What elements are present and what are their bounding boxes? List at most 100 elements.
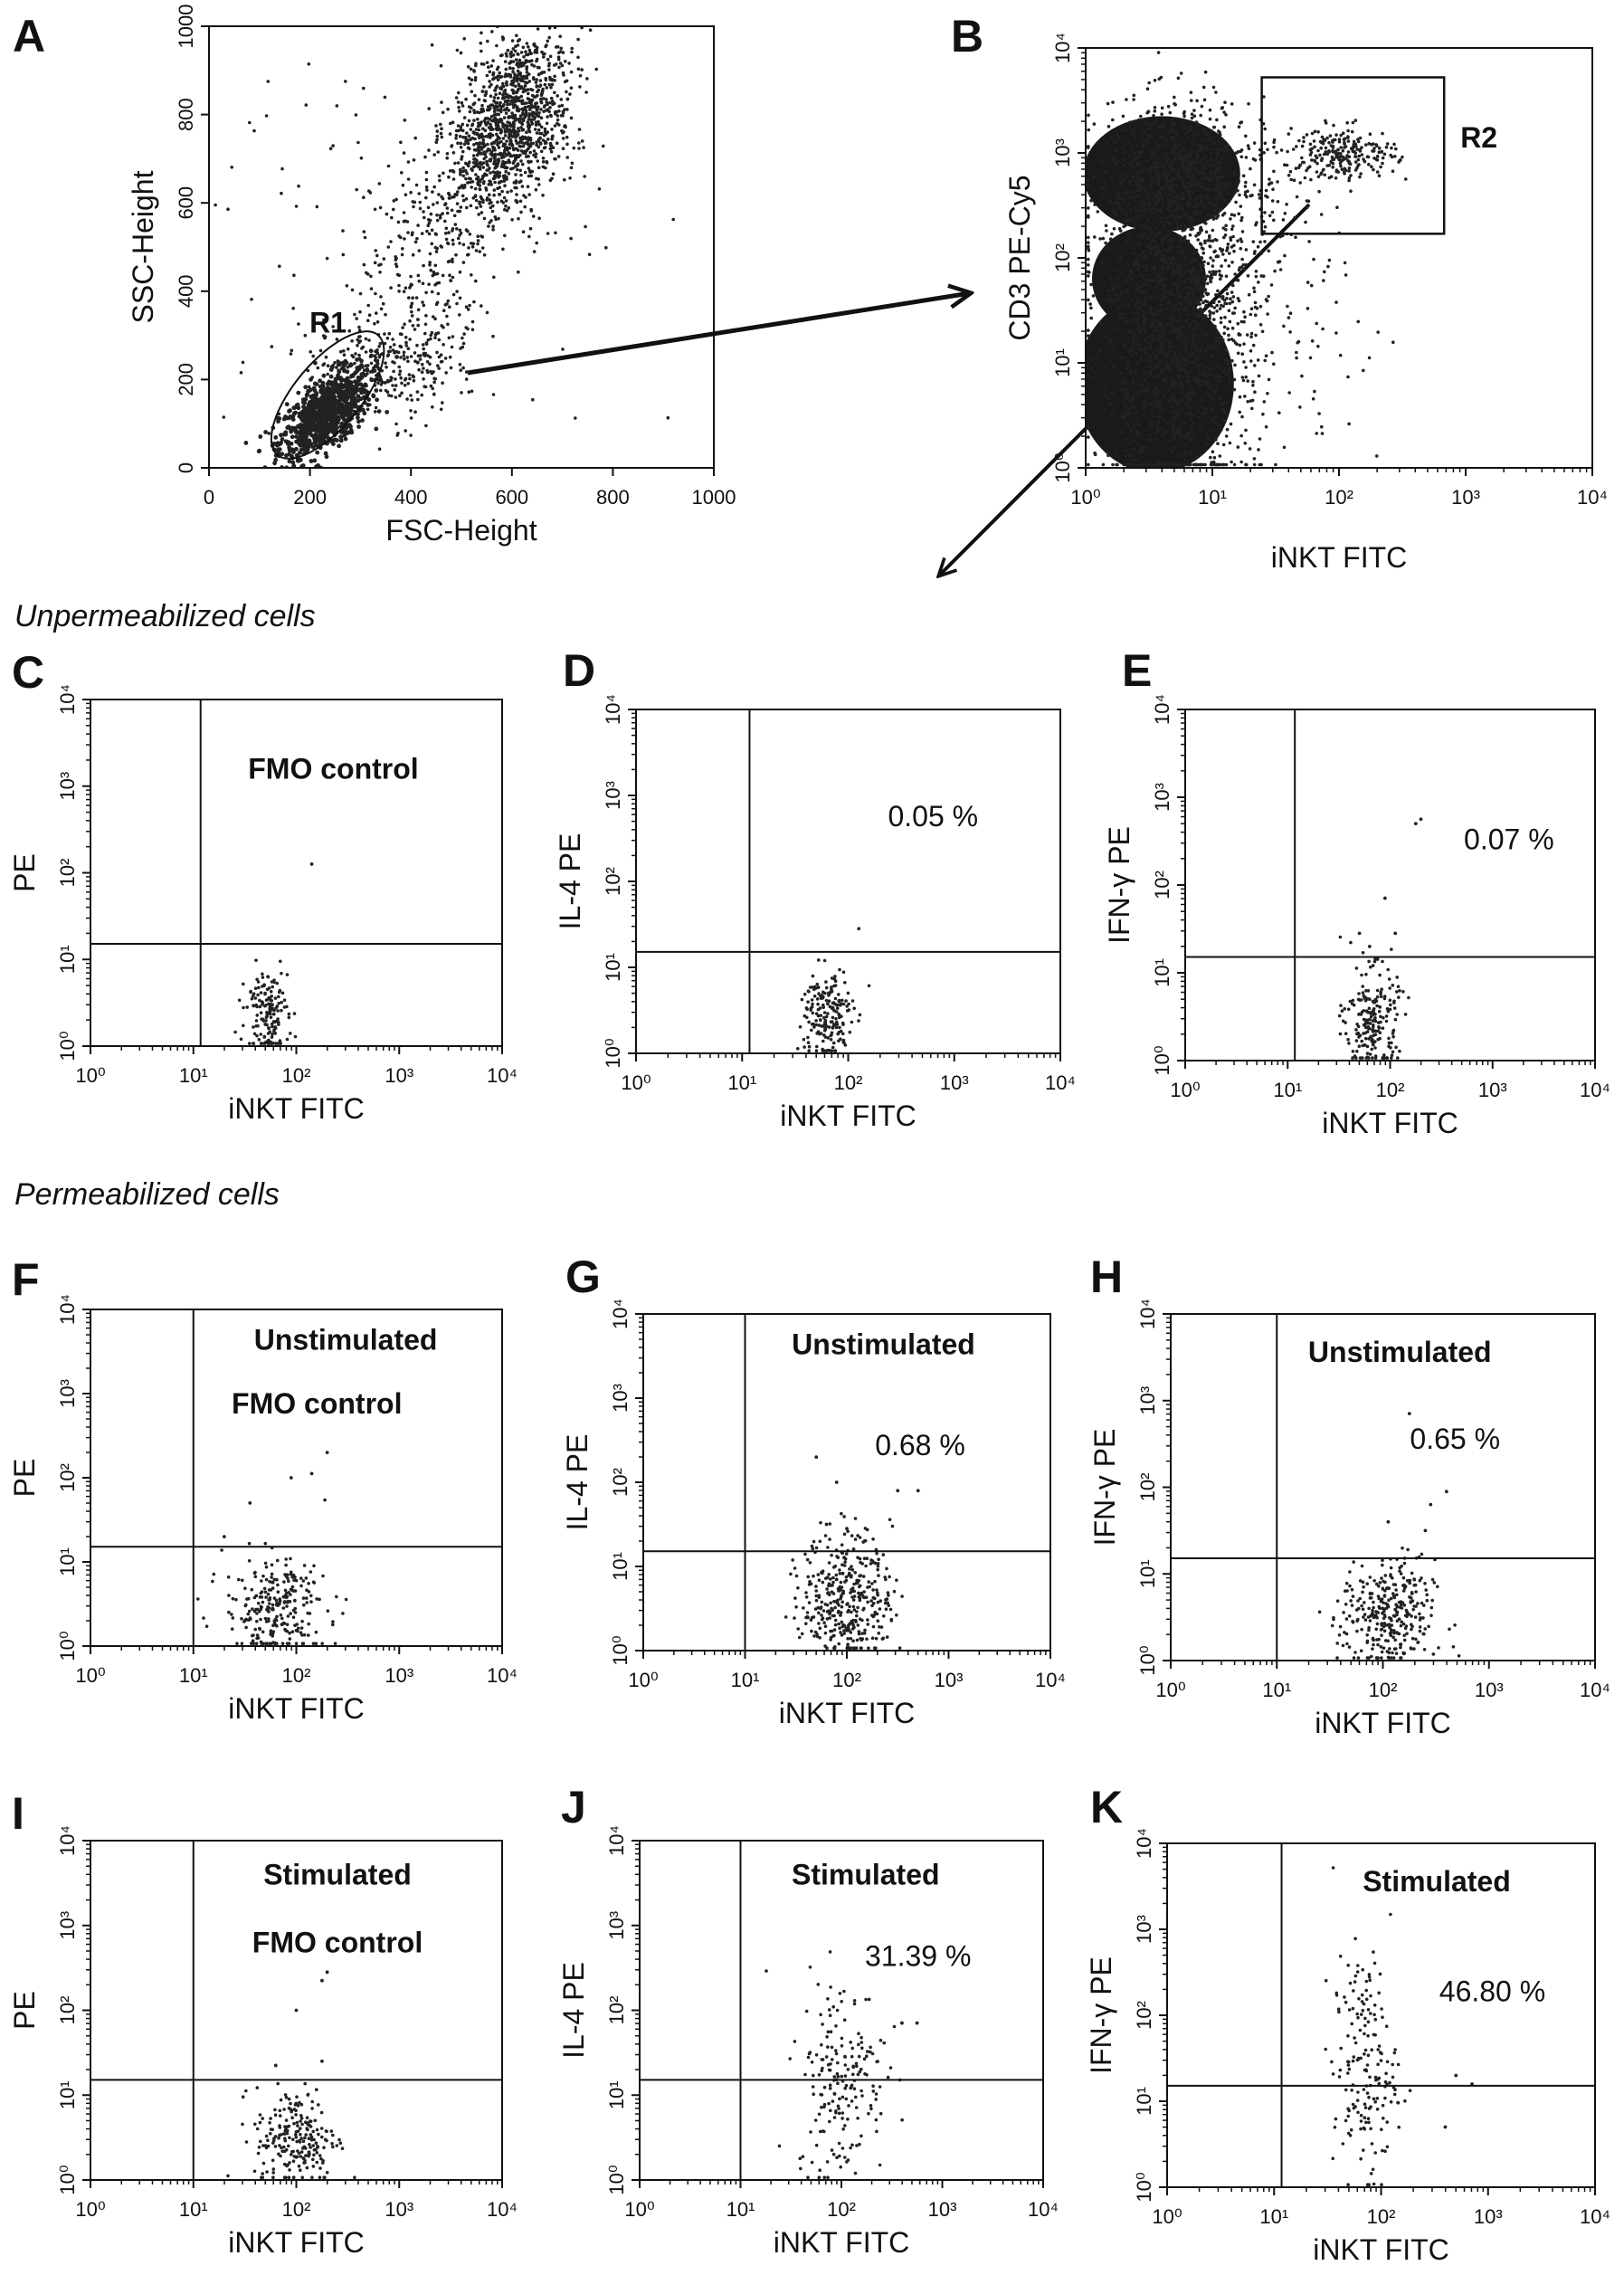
data-point: [325, 256, 329, 261]
data-point: [495, 43, 499, 48]
data-point: [1155, 422, 1160, 425]
data-point: [1159, 297, 1163, 301]
data-point: [1158, 257, 1162, 262]
data-point: [1207, 394, 1211, 398]
data-point: [1111, 462, 1115, 467]
data-point: [1170, 438, 1173, 443]
data-point: [563, 80, 567, 84]
data-point: [1180, 357, 1183, 361]
data-point: [1180, 329, 1183, 334]
data-point: [1168, 447, 1172, 451]
data-point: [421, 281, 425, 286]
data-point: [469, 242, 473, 245]
data-point: [1169, 322, 1173, 326]
data-point: [515, 77, 519, 81]
data-point: [1192, 319, 1195, 324]
data-point: [1192, 392, 1197, 395]
data-point: [564, 60, 567, 63]
data-point: [1157, 156, 1162, 160]
data-point: [1142, 445, 1145, 450]
data-point: [1179, 433, 1183, 438]
data-point: [1189, 321, 1192, 325]
data-point: [1087, 241, 1090, 244]
gate-r1[interactable]: [252, 314, 403, 477]
data-point: [525, 71, 529, 74]
data-point: [1176, 172, 1181, 176]
data-point: [425, 360, 430, 364]
data-point: [557, 65, 561, 70]
data-point: [428, 262, 432, 267]
data-point: [506, 17, 509, 21]
data-point: [1203, 406, 1208, 411]
data-point: [454, 133, 459, 138]
data-point: [1127, 329, 1132, 333]
data-point: [1227, 309, 1231, 313]
data-point: [478, 250, 481, 253]
data-point: [522, 87, 526, 90]
data-point: [307, 62, 311, 66]
data-point: [427, 232, 432, 236]
data-point: [1089, 198, 1093, 203]
data-point: [426, 224, 431, 228]
data-point: [1160, 337, 1163, 340]
data-point: [1171, 319, 1175, 323]
data-point: [1216, 289, 1220, 293]
data-point: [1121, 316, 1125, 320]
data-point: [1201, 427, 1204, 432]
data-point: [1228, 301, 1232, 306]
data-point: [1182, 462, 1185, 467]
data-point: [518, 108, 521, 111]
data-point: [1150, 424, 1154, 427]
data-point: [1110, 412, 1115, 415]
data-point: [451, 120, 455, 124]
data-point: [439, 244, 443, 248]
data-point: [1201, 422, 1204, 426]
data-point: [462, 37, 466, 41]
data-point: [477, 128, 481, 132]
data-point: [437, 281, 442, 285]
data-point: [1175, 319, 1179, 323]
data-point: [1144, 300, 1148, 304]
data-point: [1201, 318, 1205, 321]
data-point: [1224, 145, 1228, 148]
data-point: [469, 204, 473, 208]
data-point: [1236, 321, 1240, 326]
data-point: [1129, 428, 1133, 433]
data-point: [1173, 282, 1178, 286]
data-point: [1185, 136, 1190, 139]
data-point: [1132, 93, 1136, 98]
data-point: [1215, 196, 1219, 201]
data-point: [444, 231, 448, 235]
data-point: [287, 415, 292, 421]
data-point: [1146, 372, 1151, 376]
data-point: [539, 108, 543, 111]
data-point: [311, 423, 317, 427]
data-point: [1126, 141, 1130, 146]
data-point: [1163, 333, 1166, 337]
data-point: [406, 177, 411, 181]
data-point: [440, 127, 443, 130]
data-point: [379, 388, 383, 393]
data-point: [1209, 310, 1212, 315]
data-point: [1124, 224, 1127, 227]
data-point: [542, 55, 546, 59]
data-point: [1196, 376, 1201, 381]
data-point: [451, 260, 454, 264]
data-point: [1166, 399, 1171, 403]
data-point: [574, 416, 577, 420]
data-point: [504, 146, 508, 150]
data-point: [1240, 376, 1245, 379]
data-point: [1159, 278, 1163, 282]
data-point: [1192, 306, 1196, 310]
data-point: [1132, 196, 1135, 201]
data-point: [478, 202, 481, 205]
data-point: [1208, 213, 1212, 216]
data-point: [463, 168, 468, 173]
data-point: [1149, 369, 1153, 374]
data-point: [521, 111, 525, 115]
data-point: [297, 14, 300, 18]
data-point: [339, 376, 343, 379]
data-point: [437, 193, 441, 196]
data-point: [428, 261, 432, 264]
data-point: [1135, 282, 1139, 286]
